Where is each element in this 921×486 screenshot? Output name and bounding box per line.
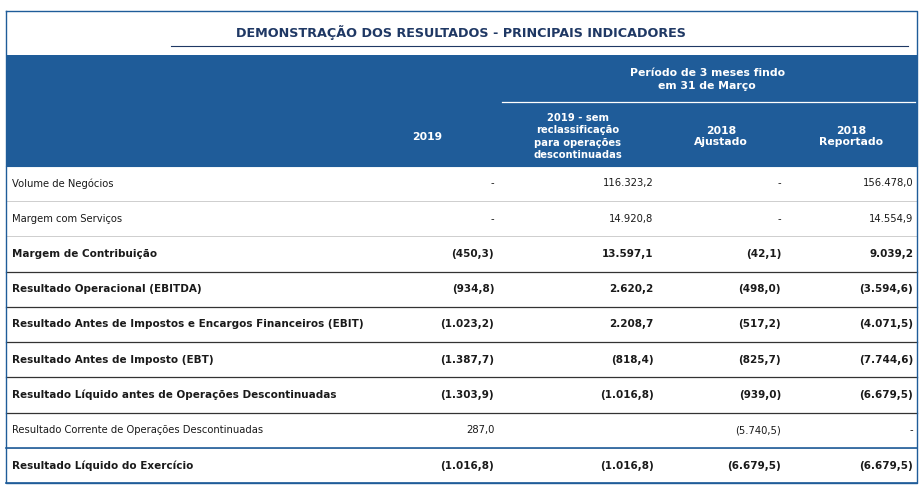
Text: Resultado Líquido antes de Operações Descontinuadas: Resultado Líquido antes de Operações Des… [12,390,337,400]
Text: (1.303,9): (1.303,9) [440,390,495,400]
Text: (4.071,5): (4.071,5) [859,319,914,330]
Text: (818,4): (818,4) [611,355,654,364]
Bar [6,54,917,166]
Text: -: - [491,214,495,224]
Text: (42,1): (42,1) [746,249,781,259]
Text: Resultado Antes de Impostos e Encargos Financeiros (EBIT): Resultado Antes de Impostos e Encargos F… [12,319,364,330]
Text: Volume de Negócios: Volume de Negócios [12,178,114,189]
Text: DEMONSTRAÇÃO DOS RESULTADOS - PRINCIPAIS INDICADORES: DEMONSTRAÇÃO DOS RESULTADOS - PRINCIPAIS… [237,25,686,40]
Text: -: - [910,425,914,435]
Text: 2019: 2019 [413,132,442,142]
Text: (1.016,8): (1.016,8) [600,461,654,470]
Text: Margem de Contribuição: Margem de Contribuição [12,249,157,259]
Bar [6,448,917,483]
Text: (5.740,5): (5.740,5) [735,425,781,435]
Bar [6,11,917,54]
Text: (3.594,6): (3.594,6) [859,284,914,294]
Bar [6,272,917,307]
Text: (6.679,5): (6.679,5) [728,461,781,470]
Text: -: - [491,178,495,188]
Bar [6,236,917,272]
Text: 2018
Ajustado: 2018 Ajustado [694,126,748,147]
Text: (498,0): (498,0) [739,284,781,294]
Text: 14.920,8: 14.920,8 [610,214,654,224]
Text: 13.597,1: 13.597,1 [602,249,654,259]
Text: (1.387,7): (1.387,7) [440,355,495,364]
Text: (939,0): (939,0) [739,390,781,400]
Text: (450,3): (450,3) [451,249,495,259]
Bar [6,413,917,448]
Text: 116.323,2: 116.323,2 [603,178,654,188]
Text: (934,8): (934,8) [451,284,495,294]
Bar [6,201,917,236]
Text: Período de 3 meses findo
em 31 de Março: Período de 3 meses findo em 31 de Março [630,69,785,91]
Text: -: - [777,214,781,224]
Text: 2.208,7: 2.208,7 [609,319,654,330]
Text: Margem com Serviços: Margem com Serviços [12,214,122,224]
Text: 2018
Reportado: 2018 Reportado [819,126,883,147]
Text: Resultado Líquido do Exercício: Resultado Líquido do Exercício [12,460,193,471]
Text: (825,7): (825,7) [739,355,781,364]
Bar [6,166,917,201]
Bar [6,342,917,377]
Text: (1.023,2): (1.023,2) [440,319,495,330]
Text: 287,0: 287,0 [466,425,495,435]
Bar [6,307,917,342]
Text: (1.016,8): (1.016,8) [440,461,495,470]
Text: 9.039,2: 9.039,2 [869,249,914,259]
Text: 14.554,9: 14.554,9 [869,214,914,224]
Text: (6.679,5): (6.679,5) [859,390,914,400]
Text: (1.016,8): (1.016,8) [600,390,654,400]
Text: Resultado Antes de Imposto (EBT): Resultado Antes de Imposto (EBT) [12,355,214,364]
Text: 2.620,2: 2.620,2 [610,284,654,294]
Text: -: - [777,178,781,188]
Text: 2019 - sem
reclassificação
para operações
descontinuadas: 2019 - sem reclassificação para operaçõe… [533,113,622,160]
Text: Resultado Operacional (EBITDA): Resultado Operacional (EBITDA) [12,284,202,294]
Text: (517,2): (517,2) [739,319,781,330]
Text: Resultado Corrente de Operações Descontinuadas: Resultado Corrente de Operações Desconti… [12,425,263,435]
Text: 156.478,0: 156.478,0 [863,178,914,188]
Text: (6.679,5): (6.679,5) [859,461,914,470]
Text: (7.744,6): (7.744,6) [859,355,914,364]
Bar [6,377,917,413]
